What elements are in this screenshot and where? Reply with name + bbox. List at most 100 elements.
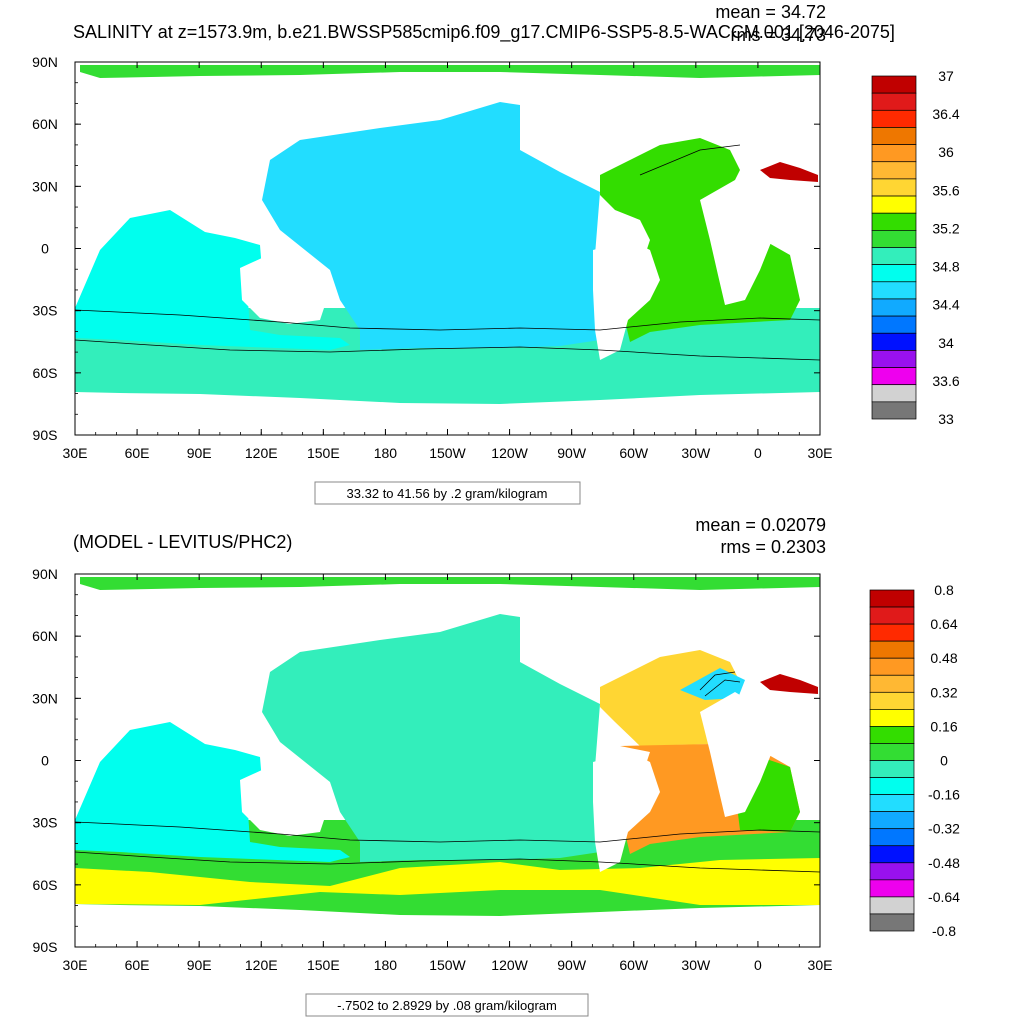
top-colorbar-label: 36 bbox=[938, 144, 954, 160]
bottom-colorbar-box bbox=[869, 811, 915, 830]
top-colorbar-label: 33 bbox=[938, 411, 954, 427]
bottom-region-pacific bbox=[262, 614, 600, 862]
top-colorbar-box bbox=[871, 298, 917, 317]
bottom-colorbar-box bbox=[869, 828, 915, 847]
bottom-colorbar-box bbox=[869, 862, 915, 881]
bottom-colorbar-label: -0.8 bbox=[932, 923, 956, 939]
bottom-colorbar-box bbox=[869, 623, 915, 642]
top-ytick-label: 60S bbox=[33, 365, 58, 381]
top-colorbar-box bbox=[871, 230, 917, 248]
bottom-colorbar-label: 0.32 bbox=[930, 684, 957, 700]
top-xtick-label: 30E bbox=[808, 445, 833, 461]
top-colorbar-box bbox=[871, 281, 917, 300]
top-xtick-label: 0 bbox=[754, 445, 762, 461]
bottom-colorbar-box bbox=[869, 845, 915, 864]
bottom-xtick-label: 0 bbox=[754, 957, 762, 973]
top-note: 33.32 to 41.56 by .2 gram/kilogram bbox=[314, 481, 581, 505]
bottom-region-arctic bbox=[80, 577, 820, 590]
bottom-colorbar-box bbox=[869, 606, 915, 625]
bottom-xtick-label: 60E bbox=[125, 957, 150, 973]
bottom-colorbar-box bbox=[869, 794, 915, 812]
top-panel: SALINITY at z=1573.9m, b.e21.BWSSP585cmi… bbox=[32, 2, 960, 505]
bottom-xtick-label: 150E bbox=[307, 957, 340, 973]
top-ytick-label: 90S bbox=[33, 427, 58, 443]
top-south-america bbox=[593, 240, 660, 360]
top-ytick-label: 30S bbox=[33, 303, 58, 319]
top-colorbar-box bbox=[871, 195, 917, 214]
bottom-colorbar-box bbox=[869, 896, 915, 915]
top-xtick-label: 30E bbox=[63, 445, 88, 461]
top-colorbar-box bbox=[871, 332, 917, 351]
top-colorbar-label: 34.4 bbox=[932, 297, 959, 313]
bottom-colorbar-label: -0.64 bbox=[928, 889, 960, 905]
top-antarctica bbox=[75, 398, 820, 435]
bottom-colorbar-label: 0.16 bbox=[930, 718, 957, 734]
top-australia bbox=[240, 252, 330, 324]
top-colorbar-label: 35.6 bbox=[932, 182, 959, 198]
top-colorbar-box bbox=[871, 92, 917, 111]
top-xtick-label: 150W bbox=[429, 445, 466, 461]
top-colorbar-label: 37 bbox=[938, 68, 954, 84]
top-colorbar-box bbox=[871, 264, 917, 283]
bottom-colorbar-box bbox=[869, 913, 915, 932]
top-colorbar-box bbox=[871, 401, 917, 420]
bottom-ytick-label: 0 bbox=[41, 753, 49, 769]
top-xtick-label: 150E bbox=[307, 445, 340, 461]
top-colorbar-box bbox=[871, 178, 917, 197]
bottom-axes: 30E 60E 90E 120E 150E 180 150W 120W 90W 60W 30W 0 30… bbox=[32, 566, 832, 973]
bottom-ytick-label: 30S bbox=[33, 815, 58, 831]
top-africa bbox=[700, 180, 772, 305]
top-colorbar-box bbox=[871, 350, 917, 368]
top-colorbar-box bbox=[871, 367, 917, 386]
bottom-rms: rms = 0.2303 bbox=[720, 537, 826, 557]
bottom-xtick-label: 120E bbox=[245, 957, 278, 973]
bottom-colorbar-label: 0.8 bbox=[934, 582, 954, 598]
bottom-colorbar-box bbox=[869, 691, 915, 710]
top-region-indian bbox=[75, 210, 350, 350]
bottom-colorbar-label: -0.48 bbox=[928, 855, 960, 871]
bottom-title: (MODEL - LEVITUS/PHC2) bbox=[73, 532, 292, 552]
top-colorbar-label: 36.4 bbox=[932, 106, 959, 122]
bottom-south-america bbox=[593, 752, 660, 872]
top-ytick-label: 60N bbox=[32, 116, 58, 132]
bottom-xtick-label: 60W bbox=[619, 957, 649, 973]
bottom-contour-1 bbox=[75, 821, 820, 843]
top-region-pacific bbox=[262, 102, 600, 350]
bottom-colorbar-box bbox=[869, 657, 915, 676]
top-xtick-label: 90W bbox=[557, 445, 587, 461]
top-colorbar-label: 35.2 bbox=[932, 220, 959, 236]
top-ytick-label: 90N bbox=[32, 54, 58, 70]
top-colorbar-box bbox=[871, 75, 917, 94]
bottom-colorbar-label: 0.48 bbox=[930, 650, 957, 666]
bottom-antarctica bbox=[75, 910, 820, 947]
top-ytick-label: 30N bbox=[32, 178, 58, 194]
top-colorbar-box bbox=[871, 161, 917, 180]
top-colorbar-label: 33.6 bbox=[932, 373, 959, 389]
bottom-region-med bbox=[760, 674, 818, 694]
top-mean: mean = 34.72 bbox=[715, 2, 826, 22]
bottom-colorbar-label: -0.16 bbox=[928, 787, 960, 803]
bottom-colorbar-label: 0.64 bbox=[930, 616, 957, 632]
bottom-contour-3 bbox=[699, 671, 741, 697]
bottom-colorbar-box bbox=[869, 760, 915, 778]
top-contour-3 bbox=[639, 144, 741, 176]
top-ytick-label: 0 bbox=[41, 241, 49, 257]
top-colorbar-label: 34.8 bbox=[932, 259, 959, 275]
top-colorbar-box bbox=[871, 315, 917, 334]
bottom-colorbar-box bbox=[869, 726, 915, 744]
top-map bbox=[75, 65, 820, 435]
bottom-colorbar-box bbox=[869, 879, 915, 898]
top-contour-2 bbox=[75, 339, 820, 361]
top-axes: 30E 60E 90E 120E 150E 180 150W 120W 90W 60W 30W 0 30… bbox=[32, 54, 832, 461]
bottom-xtick-label: 30W bbox=[681, 957, 711, 973]
top-xtick-label: 120W bbox=[491, 445, 528, 461]
bottom-colorbar-box bbox=[869, 777, 915, 795]
top-region-arctic bbox=[80, 65, 820, 78]
top-xtick-label: 30W bbox=[681, 445, 711, 461]
top-title: SALINITY at z=1573.9m, b.e21.BWSSP585cmi… bbox=[73, 22, 895, 43]
bottom-australia bbox=[240, 764, 330, 836]
top-xtick-label: 180 bbox=[374, 445, 398, 461]
top-xtick-label: 60E bbox=[125, 445, 150, 461]
bottom-xtick-label: 180 bbox=[374, 957, 398, 973]
